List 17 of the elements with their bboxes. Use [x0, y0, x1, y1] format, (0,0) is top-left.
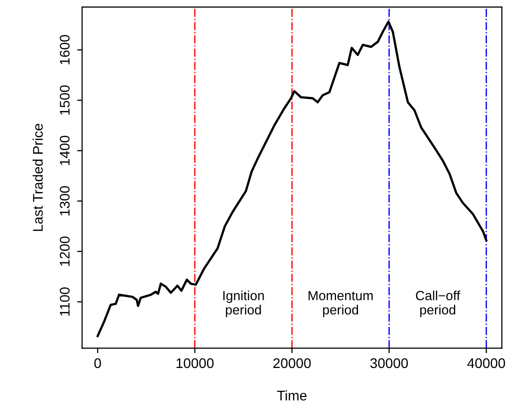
y-tick-label: 1400: [60, 136, 70, 166]
line-series: [96, 20, 488, 338]
x-axis-title: Time: [277, 390, 307, 400]
y-tick-label: 1300: [60, 186, 70, 216]
annotation: Momentum period: [308, 291, 373, 318]
x-tick-label: 0: [94, 358, 101, 368]
x-tick-label: 30000: [370, 358, 408, 368]
y-tick-label: 1500: [60, 85, 70, 115]
x-tick-label: 20000: [273, 358, 311, 368]
annotation: Call−off period: [416, 290, 460, 318]
x-tick-label: 40000: [467, 358, 506, 368]
x-tick-label: 10000: [176, 358, 214, 368]
y-tick-label: 1200: [60, 236, 70, 266]
y-tick-label: 1600: [60, 34, 70, 64]
y-tick-label: 1100: [60, 287, 70, 316]
y-axis-title: Last Traded Price: [32, 124, 43, 231]
annotation: Ignition period: [223, 290, 264, 318]
